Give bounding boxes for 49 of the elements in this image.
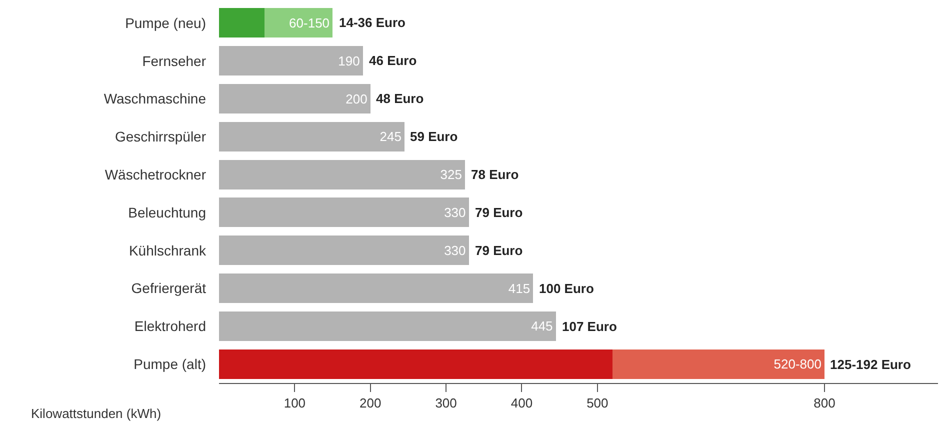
data-label: 415	[508, 280, 530, 296]
annotation: 107 Euro	[562, 319, 617, 334]
annotation: 14-36 Euro	[339, 15, 406, 30]
y-tick-label: Pumpe (neu)	[125, 14, 206, 31]
data-label: 445	[531, 318, 553, 334]
bar	[219, 8, 264, 38]
y-tick-label: Gefriergerät	[131, 280, 206, 296]
y-tick-label: Beleuchtung	[128, 204, 206, 220]
y-tick-label: Geschirrspüler	[114, 128, 206, 145]
annotation: 79 Euro	[475, 205, 523, 220]
x-axis-title: Kilowattstunden (kWh)	[31, 406, 162, 421]
data-label: 190	[338, 53, 360, 68]
data-label: 325	[440, 167, 462, 182]
y-tick-label: Elektroherd	[134, 318, 206, 334]
annotation: 79 Euro	[475, 243, 523, 258]
x-tick-label: 400	[510, 396, 533, 411]
bar	[219, 198, 469, 228]
annotation: 125-192 Euro	[830, 357, 911, 372]
bar	[219, 84, 370, 114]
y-tick-label: Waschmaschine	[104, 90, 206, 107]
y-tick-label: Wäschetrockner	[104, 166, 206, 182]
annotation: 100 Euro	[539, 281, 594, 296]
data-label: 330	[444, 204, 466, 220]
bar	[219, 236, 469, 266]
x-tick-label: 800	[814, 396, 836, 411]
x-tick-label: 200	[360, 396, 382, 411]
bar	[219, 273, 534, 304]
annotation: 48 Euro	[376, 91, 424, 106]
bar	[264, 8, 333, 38]
annotation: 46 Euro	[369, 53, 417, 68]
x-tick-label: 100	[284, 396, 306, 411]
data-label: 330	[444, 242, 466, 258]
bar	[219, 311, 556, 341]
bar	[219, 46, 363, 76]
bar	[219, 160, 465, 190]
annotation: 78 Euro	[471, 167, 519, 182]
data-label: 200	[346, 91, 368, 106]
y-tick-label: Kühlschrank	[128, 242, 207, 258]
y-tick-label: Pumpe (alt)	[134, 356, 206, 372]
bar	[219, 349, 613, 379]
bar	[612, 349, 824, 379]
annotation: 59 Euro	[410, 129, 458, 144]
data-label: 245	[380, 129, 402, 144]
x-tick-label: 500	[586, 396, 608, 411]
bar	[219, 122, 404, 152]
data-label: 60-150	[289, 15, 330, 30]
y-tick-label: Fernseher	[142, 52, 206, 69]
data-label: 520-800	[774, 356, 822, 372]
x-tick-label: 300	[435, 396, 457, 411]
